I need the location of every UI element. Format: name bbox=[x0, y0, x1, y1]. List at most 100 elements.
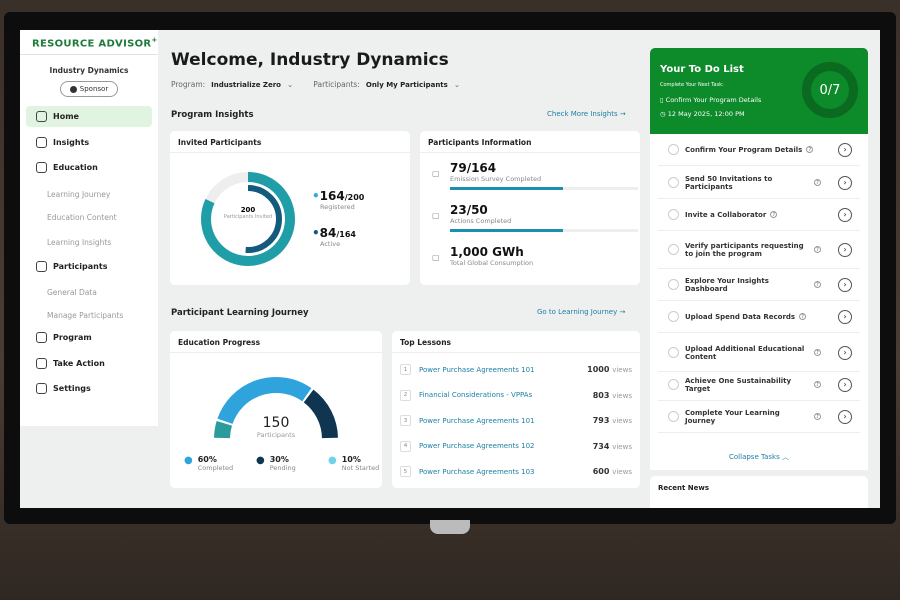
help-icon[interactable]: ? bbox=[814, 413, 821, 420]
filters: Program: Industrialize Zero ⌄ Participant… bbox=[171, 80, 460, 89]
task-checkbox[interactable] bbox=[668, 209, 679, 220]
lesson-link[interactable]: Power Purchase Agreements 101 bbox=[419, 416, 535, 425]
collapse-tasks-button[interactable]: Collapse Tasks ︿ bbox=[729, 453, 789, 461]
sidebar-subitem[interactable]: Education Content bbox=[47, 213, 117, 222]
todo-task[interactable]: Upload Spend Data Records? › bbox=[658, 301, 860, 333]
gauge-segment-completed bbox=[217, 377, 312, 425]
sidebar-item-participants[interactable]: Participants bbox=[26, 256, 152, 277]
lesson-row[interactable]: 4 Power Purchase Agreements 102 734 views bbox=[400, 434, 632, 459]
todo-task[interactable]: Send 50 Invitations to Participants? › bbox=[658, 167, 860, 199]
task-checkbox[interactable] bbox=[668, 244, 679, 255]
chevron-right-icon[interactable]: › bbox=[838, 175, 852, 190]
todo-list: Confirm Your Program Details? › Send 50 In… bbox=[650, 134, 868, 470]
book-icon bbox=[36, 162, 47, 173]
sidebar: RESOURCE ADVISOR+ Industry Dynamics Spon… bbox=[20, 30, 158, 426]
sidebar-item-education[interactable]: Education bbox=[26, 157, 152, 178]
lesson-link[interactable]: Power Purchase Agreements 101 bbox=[419, 365, 535, 374]
lesson-row[interactable]: 3 Power Purchase Agreements 101 793 views bbox=[400, 408, 632, 433]
sidebar-item-home[interactable]: Home bbox=[26, 106, 152, 127]
progress-bar bbox=[450, 229, 638, 232]
chevron-right-icon[interactable]: › bbox=[838, 345, 852, 360]
sidebar-item-program[interactable]: Program bbox=[26, 327, 152, 348]
go-to-learning-journey-link[interactable]: Go to Learning Journey → bbox=[537, 308, 626, 316]
sidebar-item-label: Take Action bbox=[53, 359, 105, 368]
todo-task[interactable]: Complete Your Learning Journey? › bbox=[658, 401, 860, 433]
lesson-link[interactable]: Financial Considerations - VPPAs bbox=[419, 391, 533, 399]
todo-title: Your To Do List bbox=[660, 64, 744, 75]
progress-bar bbox=[450, 187, 638, 190]
chevron-right-icon[interactable]: › bbox=[838, 207, 852, 222]
chevron-down-icon[interactable]: ⌄ bbox=[286, 80, 294, 89]
registered-arc bbox=[201, 172, 295, 266]
sidebar-item-label: Settings bbox=[53, 384, 91, 393]
info-row: 1,000 GWh Total Global Consumption bbox=[450, 245, 534, 267]
help-icon[interactable]: ? bbox=[814, 246, 821, 253]
center-value: 200 bbox=[240, 206, 256, 214]
help-icon[interactable]: ? bbox=[814, 349, 821, 356]
todo-task[interactable]: Verify participants requesting to join t… bbox=[658, 231, 860, 269]
help-icon[interactable]: ? bbox=[770, 211, 778, 218]
todo-task[interactable]: Invite a Collaborator? › bbox=[658, 199, 860, 231]
chevron-right-icon[interactable]: › bbox=[838, 309, 852, 324]
active-arc bbox=[245, 185, 282, 253]
clipboard-icon: ▢ bbox=[432, 169, 440, 178]
todo-header: Your To Do List Complete Your Next Task:… bbox=[650, 48, 868, 134]
lesson-row[interactable]: 2 Financial Considerations - VPPAs 803 vie… bbox=[400, 383, 632, 408]
task-checkbox[interactable] bbox=[668, 144, 679, 155]
help-icon[interactable]: ? bbox=[814, 281, 821, 288]
lesson-row[interactable]: 5 Power Purchase Agreements 103 600 views bbox=[400, 459, 632, 484]
center-label: Participants Invited bbox=[223, 214, 273, 220]
sidebar-item-label: Home bbox=[53, 112, 79, 121]
help-icon[interactable]: ? bbox=[814, 381, 821, 388]
top-lessons-card: Top Lessons 1 Power Purchase Agreements 1… bbox=[392, 331, 640, 488]
program-select[interactable]: Industrialize Zero bbox=[211, 80, 281, 89]
sidebar-subitem[interactable]: Learning Insights bbox=[47, 238, 112, 247]
chevron-right-icon[interactable]: › bbox=[838, 142, 852, 157]
participants-select[interactable]: Only My Participants bbox=[365, 80, 448, 89]
chevron-right-icon[interactable]: › bbox=[838, 377, 852, 392]
chevron-right-icon[interactable]: › bbox=[838, 409, 852, 424]
lesson-row[interactable]: 1 Power Purchase Agreements 101 1000 views bbox=[400, 357, 632, 382]
help-icon[interactable]: ? bbox=[799, 313, 807, 320]
active-stat: •84/164 Active bbox=[312, 226, 356, 248]
todo-task[interactable]: Confirm Your Program Details? › bbox=[658, 134, 860, 166]
help-icon[interactable]: ? bbox=[814, 179, 821, 186]
legend-completed: ● 60% Completed bbox=[184, 455, 234, 472]
role-badge[interactable]: Sponsor bbox=[60, 81, 118, 97]
help-icon[interactable]: ? bbox=[806, 146, 814, 153]
sidebar-item-label: Participants bbox=[53, 262, 108, 271]
card-title: Participants Information bbox=[420, 131, 640, 153]
todo-task[interactable]: Explore Your Insights Dashboard? › bbox=[658, 269, 860, 301]
lesson-link[interactable]: Power Purchase Agreements 102 bbox=[419, 442, 535, 450]
next-task-date: ◷ 12 May 2025, 12:00 PM bbox=[660, 110, 745, 118]
task-checkbox[interactable] bbox=[668, 177, 679, 188]
task-checkbox[interactable] bbox=[668, 347, 679, 358]
invited-donut bbox=[201, 172, 295, 266]
logo: RESOURCE ADVISOR+ bbox=[32, 36, 158, 50]
sidebar-subitem[interactable]: Manage Participants bbox=[47, 311, 124, 320]
chevron-right-icon[interactable]: › bbox=[838, 277, 852, 292]
sidebar-item-insights[interactable]: Insights bbox=[26, 132, 152, 153]
page-title: Welcome, Industry Dynamics bbox=[171, 50, 449, 70]
task-checkbox[interactable] bbox=[668, 379, 679, 390]
sidebar-subitem[interactable]: General Data bbox=[47, 288, 97, 297]
next-task-link[interactable]: ▯ Confirm Your Program Details bbox=[660, 96, 762, 104]
participants-icon bbox=[36, 261, 47, 272]
invited-participants-card: Invited Participants 200 Participants In… bbox=[170, 131, 410, 285]
task-checkbox[interactable] bbox=[668, 411, 679, 422]
chevron-down-icon[interactable]: ⌄ bbox=[453, 80, 461, 89]
sidebar-item-settings[interactable]: Settings bbox=[26, 378, 152, 399]
sidebar-item-label: Education bbox=[53, 163, 98, 172]
sidebar-item-take-action[interactable]: Take Action bbox=[26, 353, 152, 374]
check-more-insights-link[interactable]: Check More Insights → bbox=[547, 110, 626, 118]
todo-task[interactable]: Upload Additional Educational Content? › bbox=[658, 334, 860, 372]
insights-icon bbox=[36, 137, 47, 148]
hand-icon: ▢ bbox=[432, 211, 440, 220]
participants-info-card: Participants Information ▢ 79/164 Emissio… bbox=[420, 131, 640, 285]
task-checkbox[interactable] bbox=[668, 311, 679, 322]
sidebar-subitem[interactable]: Learning Journey bbox=[47, 190, 111, 199]
chevron-right-icon[interactable]: › bbox=[838, 242, 852, 257]
task-checkbox[interactable] bbox=[668, 279, 679, 290]
todo-task[interactable]: Achieve One Sustainability Target? › bbox=[658, 369, 860, 401]
lesson-link[interactable]: Power Purchase Agreements 103 bbox=[419, 467, 535, 476]
